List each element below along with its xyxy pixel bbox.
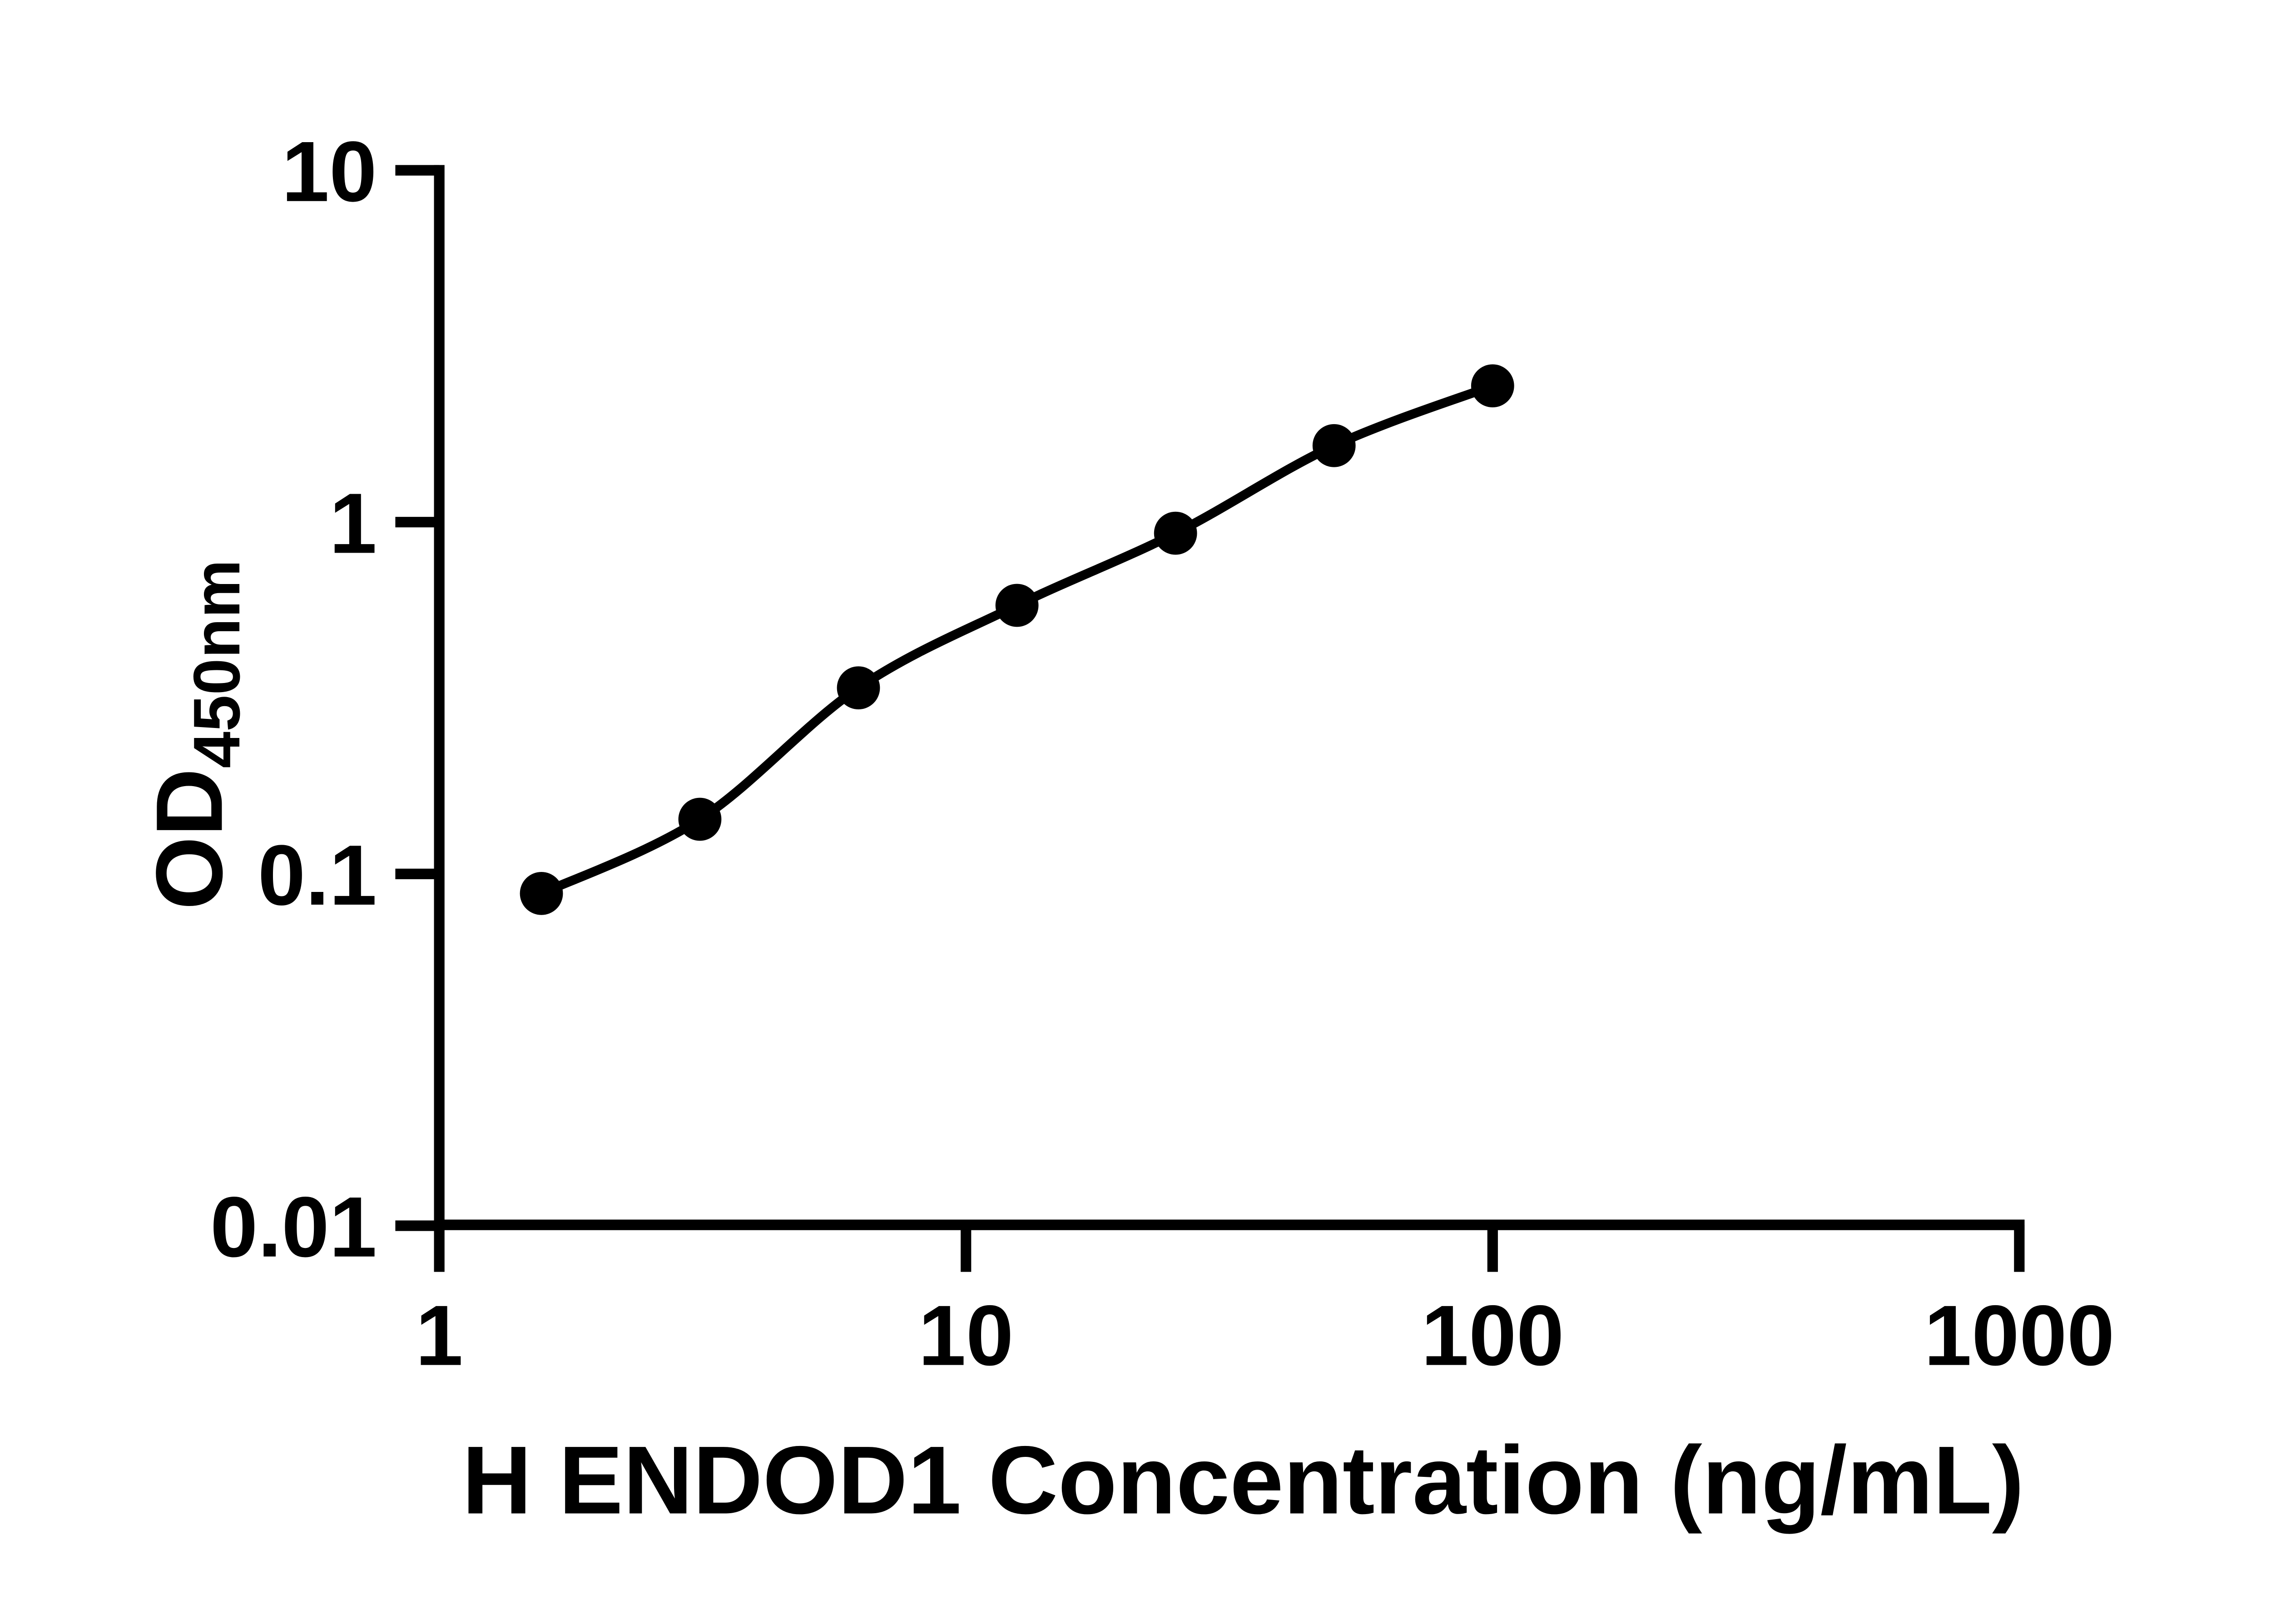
- x-tick-label: 1000: [1924, 1287, 2115, 1383]
- x-tick-label: 100: [1421, 1287, 1564, 1383]
- data-series: [520, 364, 1514, 915]
- data-point: [995, 584, 1039, 627]
- y-axis: [395, 165, 445, 1231]
- chart-background: [0, 26, 2271, 1598]
- data-point: [678, 797, 722, 841]
- data-point: [1312, 424, 1356, 467]
- data-point: [1471, 364, 1514, 407]
- y-axis-title: OD450nm: [137, 559, 253, 910]
- y-axis-title-subscript: 450nm: [180, 559, 253, 768]
- data-point: [520, 871, 563, 915]
- data-point: [1154, 511, 1197, 555]
- y-tick-labels: 0.01 0.1 1 10: [210, 124, 377, 1275]
- y-tick-label: 0.1: [258, 827, 377, 923]
- x-axis-title: H ENDOD1 Concentration (ng/mL): [462, 1426, 2024, 1534]
- x-tick-label: 10: [918, 1287, 1014, 1383]
- x-axis: [434, 1219, 2025, 1272]
- x-tick-labels: 1 10 100 1000: [416, 1287, 2115, 1383]
- x-tick-label: 1: [416, 1287, 463, 1383]
- y-axis-title-main: OD: [137, 768, 242, 910]
- data-point: [837, 666, 880, 710]
- y-tick-label: 10: [282, 124, 377, 219]
- y-tick-label: 1: [329, 475, 377, 571]
- y-tick-label: 0.01: [210, 1179, 377, 1275]
